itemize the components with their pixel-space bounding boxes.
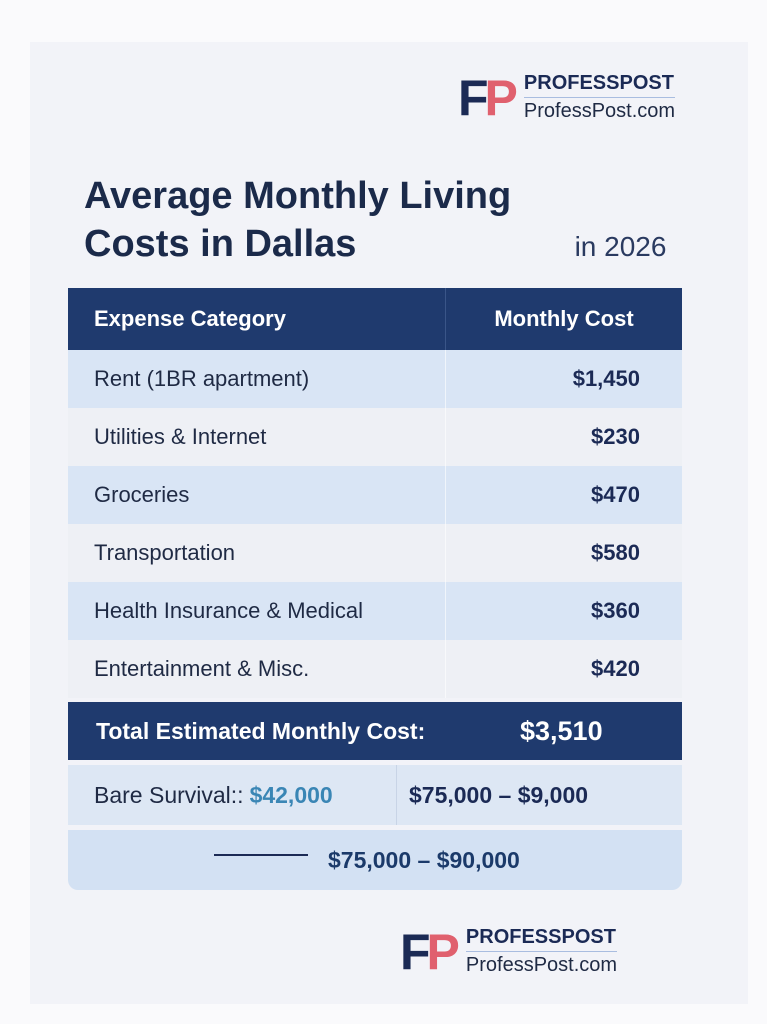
brand-name: PROFESSPOST [465, 926, 618, 952]
row-cost: $230 [591, 424, 640, 449]
page-title: Average Monthly Living Costs in Dallas i… [84, 172, 666, 271]
table-row: Utilities & Internet $230 [68, 408, 682, 466]
row-cost: $360 [591, 598, 640, 623]
table-row: Entertainment & Misc. $420 [68, 640, 682, 698]
fp-logo-icon: FP [400, 923, 460, 980]
fp-logo-icon: FP [458, 69, 518, 126]
brand-logo-bottom: FP PROFESSPOST ProfessPost.com [400, 923, 618, 980]
brand-name: PROFESSPOST [523, 72, 676, 98]
row-category: Entertainment & Misc. [68, 640, 446, 698]
title-main: Average Monthly Living Costs in Dallas [84, 175, 512, 265]
table-row: Health Insurance & Medical $360 [68, 582, 682, 640]
salary-range-row: $75,000 – $90,000 [68, 830, 682, 890]
title-year: in 2026 [574, 231, 667, 262]
brand-site: ProfessPost.com [465, 954, 618, 976]
row-category: Groceries [68, 466, 446, 524]
brand-site: ProfessPost.com [523, 100, 676, 122]
brand-logo-top: FP PROFESSPOST ProfessPost.com [458, 69, 676, 126]
table-row: Transportation $580 [68, 524, 682, 582]
row-category: Rent (1BR apartment) [68, 350, 446, 408]
table-row: Rent (1BR apartment) $1,450 [68, 350, 682, 408]
row-category: Transportation [68, 524, 446, 582]
salary-range-2: $75,000 – $90,000 [328, 846, 520, 873]
row-cost: $470 [591, 482, 640, 507]
salary-range-1: $75,000 – $9,000 [409, 781, 589, 808]
total-label: Total Estimated Monthly Cost: [96, 717, 426, 744]
survival-value: $42,000 [249, 781, 333, 808]
header-category: Expense Category [68, 288, 446, 350]
table-header: Expense Category Monthly Cost [68, 288, 682, 350]
row-category: Utilities & Internet [68, 408, 446, 466]
salary-row: Bare Survival:: $42,000 $75,000 – $9,000 [68, 765, 682, 825]
row-cost: $420 [591, 656, 640, 681]
row-category: Health Insurance & Medical [68, 582, 446, 640]
header-cost: Monthly Cost [494, 306, 634, 331]
survival-label: Bare Survival:: [94, 781, 244, 808]
table-row: Groceries $470 [68, 466, 682, 524]
row-cost: $580 [591, 540, 640, 565]
cost-table: Expense Category Monthly Cost Rent (1BR … [68, 288, 682, 698]
total-value: $3,510 [520, 715, 603, 746]
total-row: Total Estimated Monthly Cost: $3,510 [68, 702, 682, 760]
row-cost: $1,450 [572, 366, 640, 391]
divider-line [214, 854, 308, 856]
